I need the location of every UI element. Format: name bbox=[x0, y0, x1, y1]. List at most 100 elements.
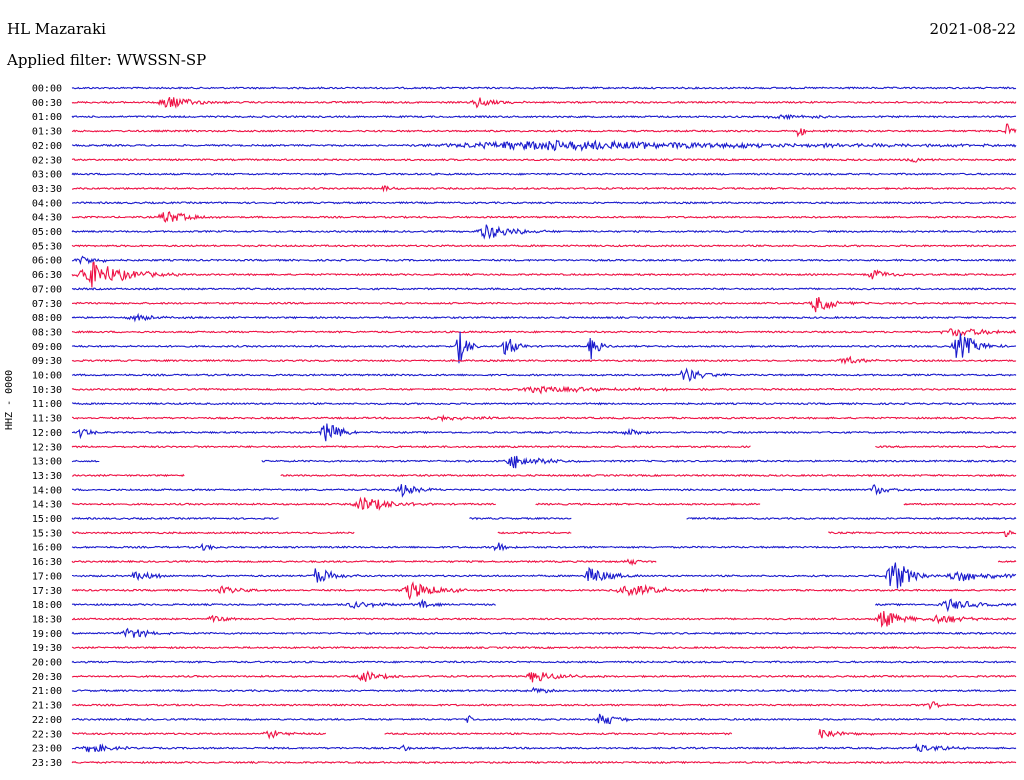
row-time-label: 07:00 bbox=[32, 284, 62, 295]
row-time-label: 16:00 bbox=[32, 543, 62, 554]
seismogram-trace bbox=[71, 496, 1017, 511]
date-label: 2021-08-22 bbox=[929, 20, 1016, 38]
row-time-label: 13:30 bbox=[32, 471, 62, 482]
row-time-label: 19:00 bbox=[32, 629, 62, 640]
seismogram-trace bbox=[71, 760, 1017, 765]
seismogram-trace bbox=[71, 423, 1017, 442]
seismogram-trace bbox=[71, 123, 1017, 138]
row-time-label: 07:30 bbox=[32, 299, 62, 310]
seismogram-trace bbox=[71, 516, 1017, 521]
row-time-label: 22:30 bbox=[32, 729, 62, 740]
row-time-label: 10:30 bbox=[32, 385, 62, 396]
row-time-label: 05:00 bbox=[32, 227, 62, 238]
row-time-label: 00:30 bbox=[32, 98, 62, 109]
row-time-label: 21:00 bbox=[32, 686, 62, 697]
row-time-label: 01:00 bbox=[32, 112, 62, 123]
seismogram-trace bbox=[71, 287, 1016, 291]
seismogram-trace bbox=[71, 610, 1017, 628]
row-time-label: 11:30 bbox=[32, 414, 62, 425]
seismogram-trace bbox=[71, 296, 1017, 313]
seismogram-trace bbox=[71, 355, 1017, 365]
seismogram-trace bbox=[71, 385, 1017, 395]
row-time-label: 06:00 bbox=[32, 256, 62, 267]
seismogram-trace bbox=[71, 713, 1017, 725]
row-time-label: 00:00 bbox=[32, 84, 62, 95]
row-time-label: 10:00 bbox=[32, 371, 62, 382]
row-time-label: 15:30 bbox=[32, 528, 62, 539]
row-time-label: 04:00 bbox=[32, 198, 62, 209]
seismogram-trace bbox=[71, 211, 1017, 223]
row-time-label: 02:30 bbox=[32, 155, 62, 166]
seismogram-trace bbox=[71, 185, 1017, 193]
row-time-label: 08:30 bbox=[32, 327, 62, 338]
row-time-label: 22:00 bbox=[32, 715, 62, 726]
row-time-label: 16:30 bbox=[32, 557, 62, 568]
station-title: HL Mazaraki bbox=[7, 20, 106, 38]
seismogram-trace bbox=[71, 686, 1017, 694]
row-time-label: 12:30 bbox=[32, 442, 62, 453]
row-time-label: 17:30 bbox=[32, 586, 62, 597]
seismogram-trace bbox=[71, 484, 1017, 498]
row-time-label: 19:30 bbox=[32, 643, 62, 654]
row-time-label: 14:00 bbox=[32, 485, 62, 496]
row-time-label: 18:30 bbox=[32, 614, 62, 625]
row-time-label: 15:00 bbox=[32, 514, 62, 525]
seismogram-trace bbox=[71, 660, 1017, 664]
seismogram-trace bbox=[71, 558, 1017, 567]
seismogram-trace bbox=[72, 562, 1017, 589]
filter-label: Applied filter: WWSSN-SP bbox=[7, 51, 207, 69]
row-time-label: 05:30 bbox=[32, 241, 62, 252]
row-time-label: 08:00 bbox=[32, 313, 62, 324]
row-time-label: 11:00 bbox=[32, 399, 62, 410]
seismogram-trace bbox=[71, 157, 1017, 163]
row-time-label: 14:30 bbox=[32, 500, 62, 511]
seismogram-trace bbox=[71, 244, 1017, 248]
seismogram-trace bbox=[71, 414, 1017, 423]
seismogram-trace bbox=[71, 312, 1017, 323]
seismogram-trace bbox=[71, 331, 1017, 364]
row-time-label: 09:30 bbox=[32, 356, 62, 367]
seismogram-trace bbox=[71, 86, 1017, 90]
row-time-label: 09:00 bbox=[32, 342, 62, 353]
row-time-label: 06:30 bbox=[32, 270, 62, 281]
row-time-label: 23:00 bbox=[32, 744, 62, 755]
seismogram-trace bbox=[71, 542, 1017, 552]
row-time-label: 04:30 bbox=[32, 213, 62, 224]
seismogram-trace bbox=[71, 598, 1017, 613]
seismogram-trace bbox=[71, 455, 1017, 469]
seismogram-trace bbox=[71, 670, 1017, 683]
seismogram-trace bbox=[71, 224, 1017, 240]
seismogram-trace bbox=[71, 445, 1017, 449]
row-time-label: 17:00 bbox=[32, 571, 62, 582]
row-time-label: 03:30 bbox=[32, 184, 62, 195]
seismogram-trace bbox=[71, 581, 1017, 601]
seismogram-trace bbox=[71, 96, 1017, 109]
seismogram-trace bbox=[71, 473, 1017, 478]
row-time-label: 21:30 bbox=[32, 701, 62, 712]
seismogram-trace bbox=[71, 255, 1017, 266]
seismogram-trace bbox=[71, 530, 1017, 538]
row-time-label: 03:00 bbox=[32, 170, 62, 181]
seismogram-trace bbox=[71, 172, 1017, 176]
seismogram-trace bbox=[71, 401, 1017, 406]
row-time-label: 02:00 bbox=[32, 141, 62, 152]
seismogram-trace bbox=[71, 367, 1017, 382]
row-time-label: 13:00 bbox=[32, 457, 62, 468]
seismogram-trace bbox=[71, 261, 1017, 288]
seismogram-trace bbox=[72, 201, 1017, 205]
seismogram-trace bbox=[71, 729, 1017, 740]
row-time-label: 20:30 bbox=[32, 672, 62, 683]
seismogram-trace bbox=[71, 113, 1017, 121]
seismogram-trace bbox=[71, 645, 1017, 650]
row-time-label: 20:00 bbox=[32, 658, 62, 669]
seismogram-trace bbox=[71, 139, 1017, 152]
seismogram-trace bbox=[71, 627, 1017, 639]
seismogram-trace bbox=[71, 743, 1017, 753]
row-time-label: 18:00 bbox=[32, 600, 62, 611]
row-time-label: 01:30 bbox=[32, 127, 62, 138]
seismogram-trace bbox=[71, 328, 1017, 337]
row-time-label: 12:00 bbox=[32, 428, 62, 439]
row-time-label: 23:30 bbox=[32, 758, 62, 769]
seismogram-trace bbox=[71, 701, 1017, 710]
